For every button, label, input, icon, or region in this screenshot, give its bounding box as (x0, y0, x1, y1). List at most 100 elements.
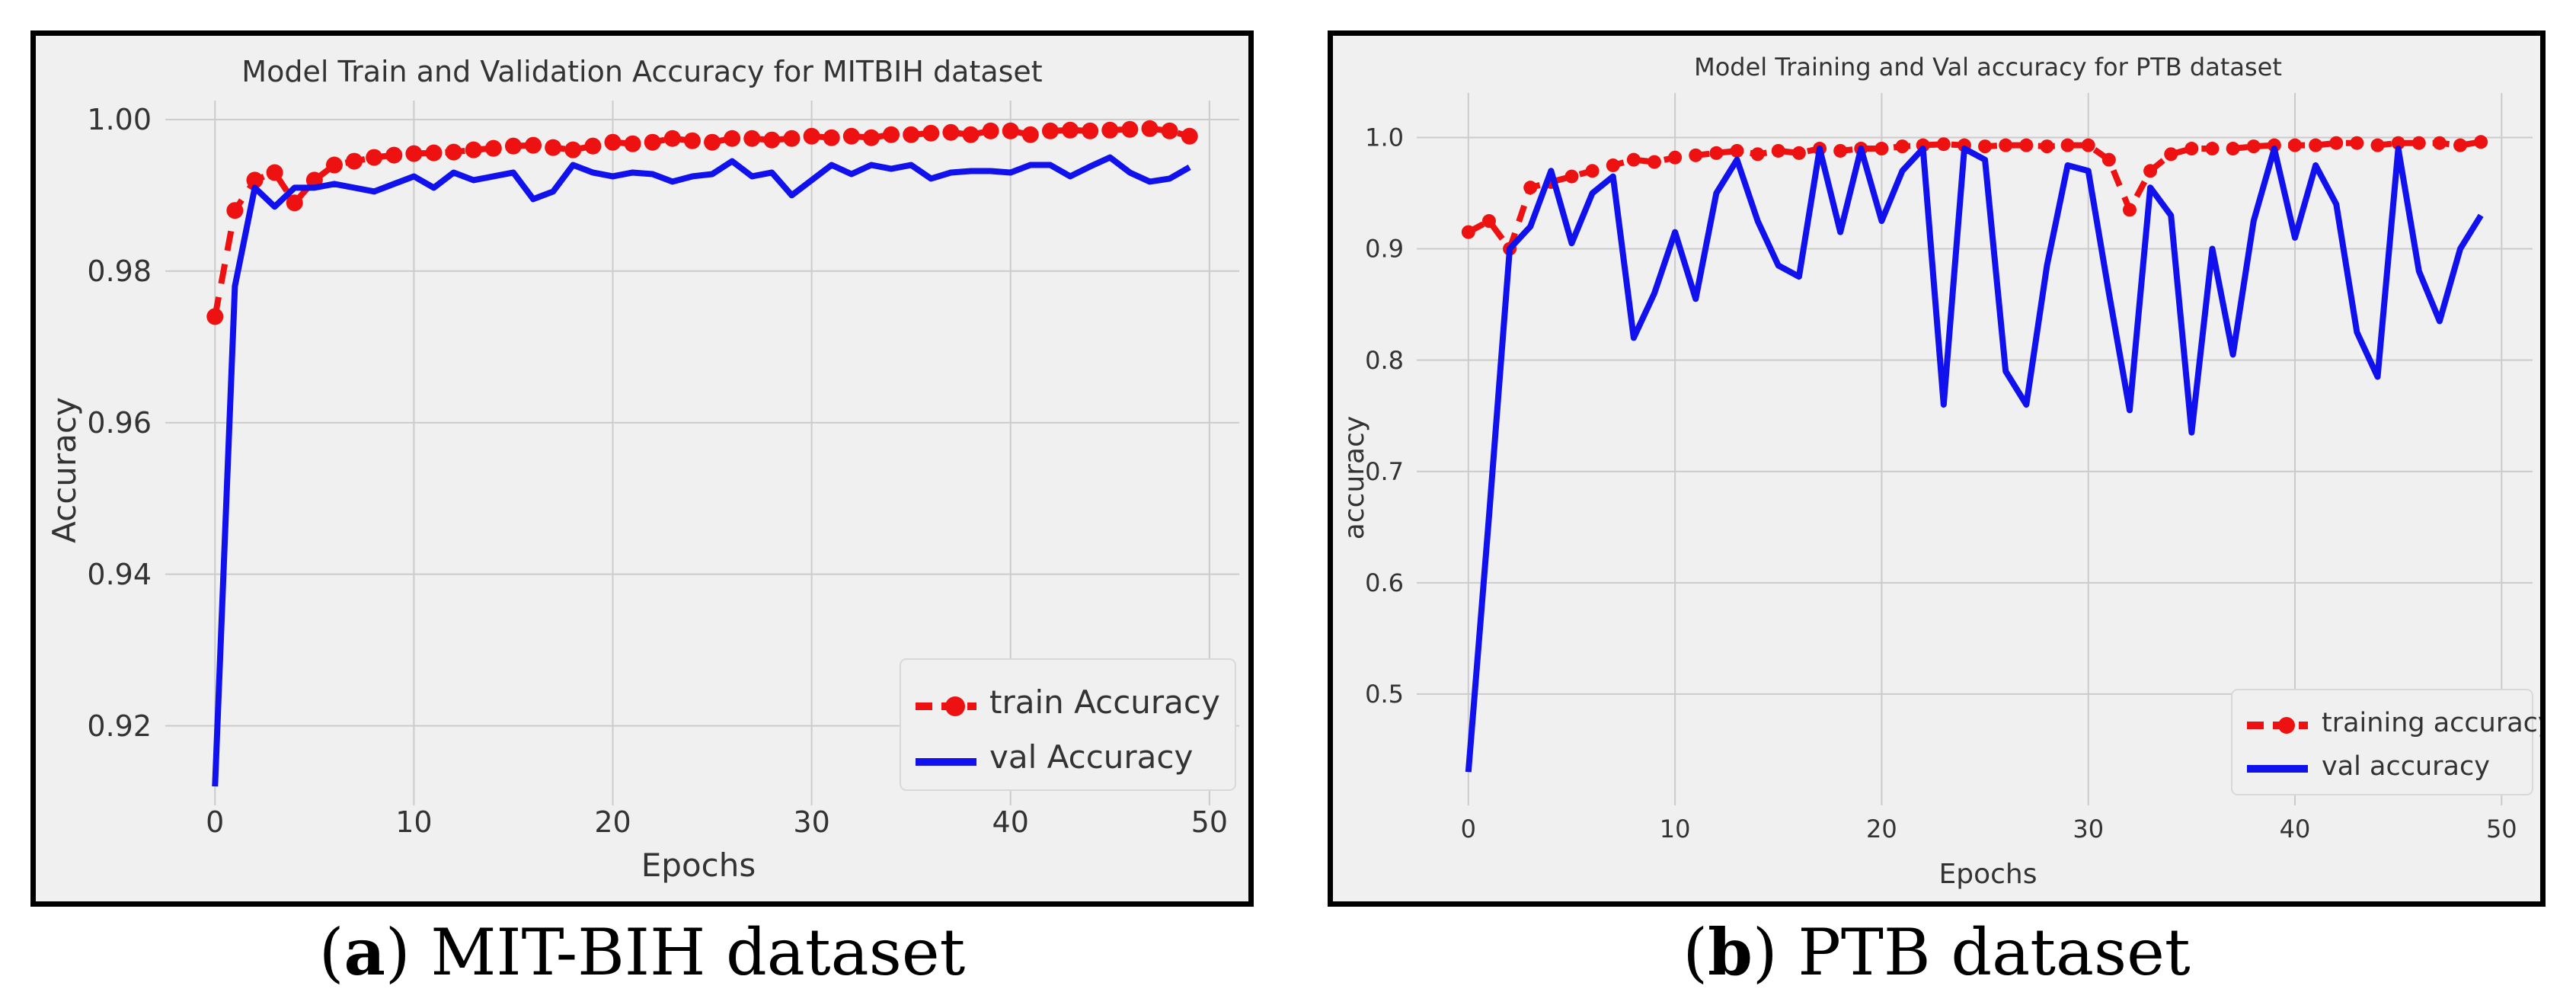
train-point (823, 129, 840, 146)
chart-a-svg: Model Train and Validation Accuracy for … (46, 55, 1239, 884)
train-point (2309, 138, 2323, 152)
train-point (1002, 122, 1019, 139)
train-point (2040, 139, 2054, 154)
train-point (1161, 122, 1178, 139)
legend-box (900, 658, 1236, 791)
grid (1417, 93, 2533, 805)
train-point (445, 143, 462, 161)
x-axis-label: Epochs (641, 847, 756, 884)
train-point (584, 137, 602, 155)
y-tick-label: 0.92 (87, 709, 152, 743)
train-point (2205, 142, 2220, 156)
train-point (903, 126, 920, 143)
train-point (1062, 121, 1079, 139)
train-point (2329, 136, 2344, 150)
chart-b-svg: Model Training and Val accuracy for PTB … (1339, 53, 2540, 890)
legend: training accuracy val accuracy (2231, 689, 2540, 795)
train-point (2081, 138, 2095, 152)
train-point (2267, 138, 2281, 152)
y-tick-label: 0.9 (1365, 235, 1404, 264)
train-point (1750, 147, 1765, 162)
train-point (525, 136, 542, 154)
x-tick-label: 20 (1866, 815, 1897, 843)
train-point (624, 135, 641, 152)
legend-train-label: training accuracy (2322, 708, 2540, 738)
x-tick-label: 50 (2486, 815, 2517, 843)
train-point (1481, 214, 1496, 229)
train-point (484, 139, 502, 157)
caption-b-text: PTB dataset (1798, 915, 2191, 990)
train-point (2411, 136, 2426, 150)
legend-train-label: train Accuracy (989, 683, 1220, 721)
chart-panel-b: Model Training and Val accuracy for PTB … (1328, 30, 2546, 907)
train-point (1141, 120, 1159, 137)
caption-b-letter: b (1708, 914, 1753, 990)
train-point (2391, 136, 2405, 150)
train-point (2184, 142, 2199, 156)
y-tick-label: 1.00 (87, 103, 152, 136)
y-tick-labels: 0.92 0.94 0.96 0.98 1.00 (87, 103, 152, 743)
train-point (1564, 169, 1579, 184)
train-point (226, 202, 244, 219)
caption-a: (a) MIT-BIH dataset (318, 914, 966, 990)
val-series-line (1465, 146, 2484, 773)
train-point (743, 130, 761, 147)
train-point (683, 132, 701, 149)
train-point (1606, 158, 1620, 172)
y-tick-label: 0.8 (1365, 346, 1404, 375)
x-tick-label: 40 (992, 805, 1029, 839)
x-tick-labels: 0 10 20 30 40 50 (206, 805, 1228, 839)
train-point (663, 130, 681, 147)
y-tick-label: 0.94 (87, 558, 152, 591)
val-series-line (212, 154, 1191, 787)
train-point (724, 130, 741, 147)
x-tick-labels: 0 10 20 30 40 50 (1461, 815, 2517, 843)
caption-a-letter: a (344, 914, 385, 990)
x-tick-label: 20 (594, 805, 631, 839)
legend: train Accuracy val Accuracy (900, 658, 1236, 791)
train-point (1689, 148, 1703, 162)
chart-title: Model Train and Validation Accuracy for … (241, 55, 1042, 88)
train-point (1999, 138, 2013, 152)
y-tick-label: 0.7 (1365, 457, 1404, 486)
train-point (942, 123, 960, 141)
train-point (2350, 136, 2364, 150)
train-point (325, 156, 343, 174)
train-point (962, 126, 980, 143)
train-point (1181, 127, 1198, 145)
train-point (2122, 203, 2137, 217)
train-point (1978, 139, 1993, 154)
train-point (1121, 120, 1139, 138)
legend-val-label: val accuracy (2322, 751, 2490, 782)
train-point (206, 308, 224, 325)
train-point (2226, 142, 2240, 156)
legend-train-marker (2278, 717, 2295, 734)
y-tick-label: 0.96 (87, 406, 152, 440)
train-point (763, 131, 781, 149)
train-point (2019, 138, 2034, 152)
y-axis-label: Accuracy (46, 397, 83, 543)
train-point (246, 171, 264, 189)
x-tick-label: 0 (206, 805, 224, 839)
train-point (366, 149, 383, 166)
legend-train-marker (945, 696, 965, 716)
train-point (1730, 143, 1744, 158)
train-point (803, 127, 820, 145)
train-point (1647, 155, 1661, 169)
train-point (286, 194, 303, 212)
x-axis-label: Epochs (1939, 859, 2037, 890)
train-point (1585, 164, 1600, 178)
train-point (2453, 138, 2468, 152)
train-point (883, 126, 900, 143)
legend-val-label: val Accuracy (989, 738, 1193, 776)
train-point (842, 127, 860, 145)
caption-a-text: MIT-BIH dataset (430, 915, 966, 990)
train-point (465, 141, 482, 158)
train-point (1936, 137, 1951, 152)
train-point (266, 164, 283, 181)
train-point (2101, 152, 2116, 167)
y-tick-label: 0.98 (87, 254, 152, 288)
train-point (1895, 139, 1910, 154)
x-tick-label: 30 (793, 805, 829, 839)
train-point (564, 141, 582, 158)
